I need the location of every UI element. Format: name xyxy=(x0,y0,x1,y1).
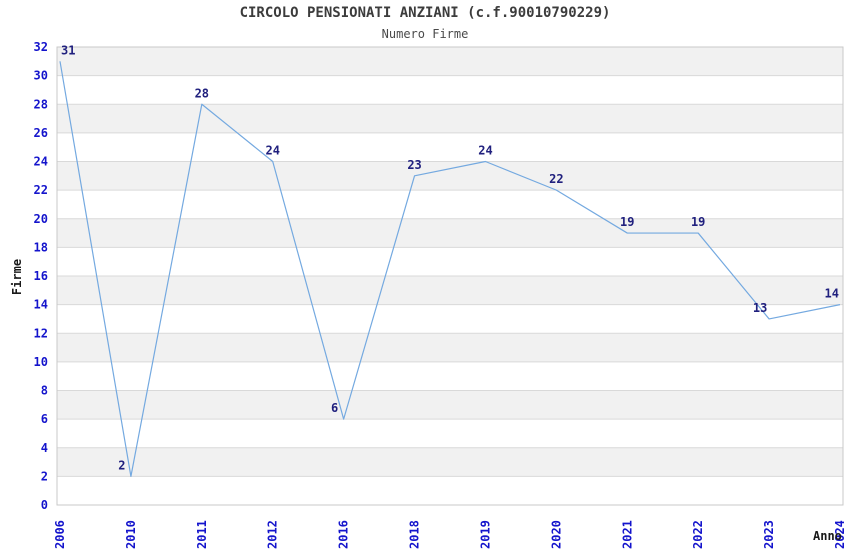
x-tick-label: 2021 xyxy=(620,520,634,549)
y-tick-label: 14 xyxy=(34,298,48,312)
data-point-label: 19 xyxy=(620,215,634,229)
y-tick-label: 4 xyxy=(41,441,48,455)
data-point-label: 23 xyxy=(407,158,421,172)
y-tick-label: 8 xyxy=(41,384,48,398)
x-tick-label: 2020 xyxy=(549,520,563,549)
chart-subtitle: Numero Firme xyxy=(381,27,469,41)
grid-band xyxy=(57,104,843,133)
data-point-label: 6 xyxy=(331,401,338,415)
plot-border xyxy=(56,46,844,506)
y-tick-label: 24 xyxy=(34,155,48,169)
data-point-label: 13 xyxy=(753,301,767,315)
x-axis-title: Anno xyxy=(813,529,842,543)
data-point-label: 22 xyxy=(549,172,563,186)
x-tick-label: 2012 xyxy=(266,520,280,549)
data-point-label: 31 xyxy=(61,43,75,57)
y-tick-label: 10 xyxy=(34,355,48,369)
x-tick-label: 2022 xyxy=(691,520,705,549)
x-tick-label: 2016 xyxy=(337,520,351,549)
grid-band xyxy=(57,276,843,305)
data-point-label: 14 xyxy=(825,287,839,301)
y-tick-label: 28 xyxy=(34,97,48,111)
y-tick-label: 2 xyxy=(41,469,48,483)
y-tick-label: 0 xyxy=(41,498,48,512)
x-tick-label: 2019 xyxy=(478,520,492,549)
x-tick-label: 2018 xyxy=(408,520,422,549)
grid-band xyxy=(57,47,843,76)
grid-band xyxy=(57,218,843,248)
x-tick-label: 2010 xyxy=(124,520,138,549)
data-point-label: 24 xyxy=(266,144,280,158)
data-line xyxy=(59,61,841,477)
y-tick-label: 12 xyxy=(34,326,48,340)
y-tick-label: 32 xyxy=(34,40,48,54)
y-tick-label: 16 xyxy=(34,269,48,283)
grid-band xyxy=(57,161,843,191)
y-tick-label: 18 xyxy=(34,240,48,254)
y-tick-label: 26 xyxy=(34,126,48,140)
grid-band xyxy=(57,447,843,477)
data-point-label: 24 xyxy=(478,144,492,158)
y-tick-label: 6 xyxy=(41,412,48,426)
data-point-label: 28 xyxy=(195,86,209,100)
y-tick-label: 20 xyxy=(34,212,48,226)
grid-band xyxy=(57,333,843,362)
chart-title: CIRCOLO PENSIONATI ANZIANI (c.f.90010790… xyxy=(239,5,611,21)
grid-band xyxy=(57,390,843,420)
data-point-label: 19 xyxy=(691,215,705,229)
x-tick-label: 2006 xyxy=(53,520,67,549)
x-tick-label: 2023 xyxy=(762,520,776,549)
x-tick-label: 2011 xyxy=(195,520,209,549)
y-tick-label: 22 xyxy=(34,183,48,197)
y-tick-label: 30 xyxy=(34,69,48,83)
data-point-label: 2 xyxy=(118,458,125,472)
x-tick-label: 2024 xyxy=(833,520,847,549)
